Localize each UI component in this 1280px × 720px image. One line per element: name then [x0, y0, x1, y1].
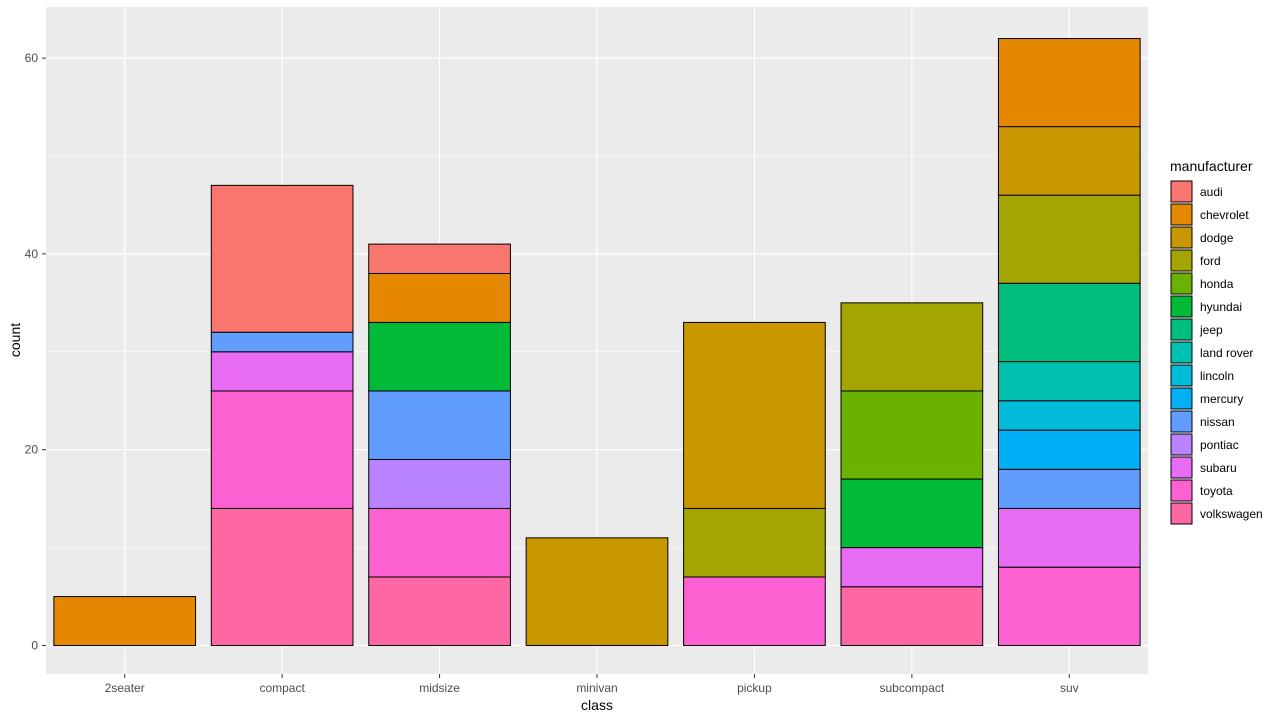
- bar-segment: [840, 302, 984, 392]
- bar-segment: [997, 507, 1141, 568]
- legend-label: land rover: [1200, 346, 1253, 360]
- bar-segment: [525, 537, 669, 646]
- legend-label: lincoln: [1200, 369, 1234, 383]
- legend-key: [1170, 433, 1193, 456]
- legend-key: [1170, 180, 1193, 203]
- x-tick-label: subcompact: [880, 681, 945, 695]
- bar-segment: [840, 586, 984, 647]
- legend-key: [1170, 387, 1193, 410]
- legend-label: nissan: [1200, 415, 1235, 429]
- bar-segment: [210, 507, 354, 646]
- bar-segment: [683, 321, 826, 509]
- y-tick-label: 60: [25, 51, 39, 65]
- legend-label: volkswagen: [1200, 507, 1263, 521]
- legend-label: jeep: [1199, 323, 1223, 337]
- legend-key: [1170, 456, 1193, 479]
- x-axis-ticks: 2seater compact midsize minivan pickup subcom…: [105, 674, 1079, 695]
- legend-key: [1170, 341, 1193, 364]
- bar-segment: [210, 351, 354, 392]
- y-axis-title: count: [7, 323, 23, 357]
- x-tick-label: 2seater: [105, 681, 145, 695]
- x-tick-label: midsize: [419, 681, 460, 695]
- bar-segment: [368, 243, 511, 274]
- bar-segment: [997, 468, 1141, 509]
- legend-label: toyota: [1200, 484, 1233, 498]
- legend-key: [1170, 318, 1193, 341]
- x-axis-title: class: [581, 697, 613, 713]
- y-tick-label: 0: [31, 639, 38, 653]
- bars: [53, 38, 1141, 647]
- legend-key: [1170, 410, 1193, 433]
- legend-label: chevrolet: [1200, 208, 1249, 222]
- bar-segment: [368, 390, 511, 460]
- legend-key: [1170, 295, 1193, 318]
- legend-key: [1170, 364, 1193, 387]
- x-tick-label: suv: [1060, 681, 1079, 695]
- legend-key: [1170, 249, 1193, 272]
- legend-label: ford: [1200, 254, 1221, 268]
- legend-title: manufacturer: [1170, 158, 1253, 174]
- bar-segment: [210, 390, 354, 509]
- y-axis-ticks: 0 20 40 60: [25, 51, 46, 653]
- x-tick-label: minivan: [576, 681, 617, 695]
- bar-segment: [840, 478, 984, 549]
- bar-segment: [368, 272, 511, 323]
- bar-segment: [368, 458, 511, 509]
- y-tick-label: 40: [25, 247, 39, 261]
- legend-key: [1170, 272, 1193, 295]
- bar-segment: [683, 576, 826, 646]
- legend-key: [1170, 203, 1193, 226]
- legend-label: subaru: [1200, 461, 1237, 475]
- bar-segment: [997, 566, 1141, 646]
- legend-key: [1170, 479, 1193, 502]
- legend-key: [1170, 226, 1193, 249]
- legend-label: dodge: [1200, 231, 1234, 245]
- y-tick-label: 20: [25, 443, 39, 457]
- legend-key: [1170, 502, 1193, 525]
- legend: manufacturer audi chevrolet dodge ford honda…: [1170, 158, 1263, 525]
- bar-segment: [210, 331, 354, 353]
- legend-label: honda: [1200, 277, 1234, 291]
- bar-segment: [840, 390, 984, 480]
- bar-segment: [683, 507, 826, 578]
- legend-label: hyundai: [1200, 300, 1242, 314]
- x-tick-label: pickup: [737, 681, 772, 695]
- bar-segment: [997, 361, 1141, 402]
- bar-segment: [210, 184, 354, 333]
- bar-segment: [997, 429, 1141, 470]
- bar-segment: [997, 38, 1141, 128]
- bar-segment: [840, 547, 984, 588]
- legend-label: mercury: [1200, 392, 1243, 406]
- bar-segment: [997, 282, 1141, 363]
- bar-segment: [997, 126, 1141, 196]
- legend-label: pontiac: [1200, 438, 1239, 452]
- x-tick-label: compact: [259, 681, 305, 695]
- legend-label: audi: [1200, 185, 1223, 199]
- bar-segment: [368, 507, 511, 578]
- bar-segment: [997, 400, 1141, 431]
- bar-segment: [53, 596, 197, 646]
- bar-segment: [368, 576, 511, 646]
- bar-segment: [997, 194, 1141, 284]
- bar-segment: [368, 321, 511, 392]
